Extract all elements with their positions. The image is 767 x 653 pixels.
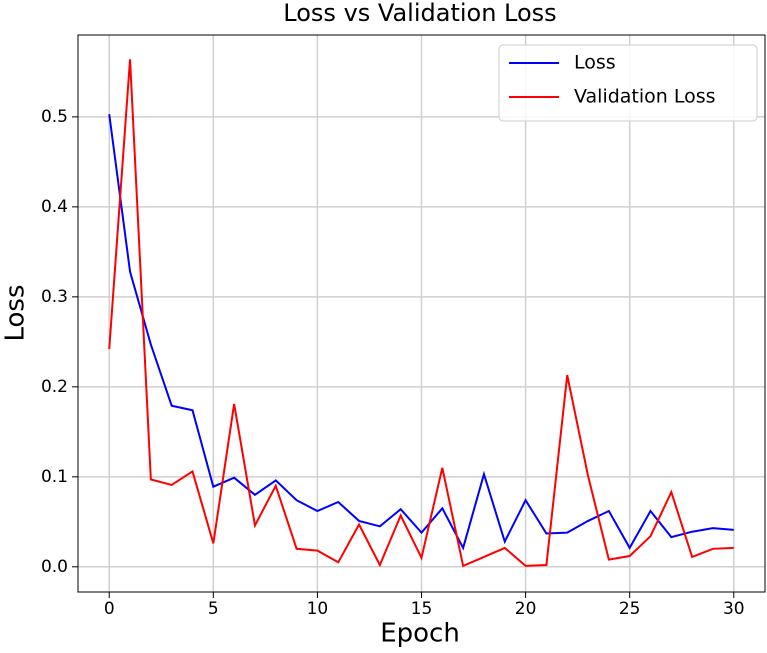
- x-tick-label: 30: [723, 599, 745, 619]
- plot-frame: [77, 34, 766, 593]
- x-tick-label: 5: [208, 599, 219, 619]
- x-axis-label: Epoch: [380, 619, 460, 649]
- line-series: [108, 114, 734, 551]
- legend-label: Validation Loss: [574, 86, 716, 108]
- y-tick-label: 0.1: [41, 467, 68, 487]
- y-tick-label: 0.3: [41, 287, 68, 307]
- x-tick-label: 25: [619, 599, 641, 619]
- line-series: [108, 59, 734, 568]
- x-tick-label: 20: [515, 599, 537, 619]
- y-axis-label: Loss: [1, 284, 31, 341]
- x-tick-label: 10: [307, 599, 329, 619]
- legend-label: Loss: [574, 52, 616, 74]
- y-tick-label: 0.2: [41, 377, 68, 397]
- x-tick-label: 15: [411, 599, 433, 619]
- y-tick-label: 0.5: [41, 107, 68, 127]
- chart-title: Loss vs Validation Loss: [283, 0, 556, 27]
- x-tick-label: 0: [104, 599, 115, 619]
- y-tick-label: 0.4: [41, 197, 68, 217]
- y-tick-label: 0.0: [41, 557, 68, 577]
- legend-box: [498, 44, 758, 122]
